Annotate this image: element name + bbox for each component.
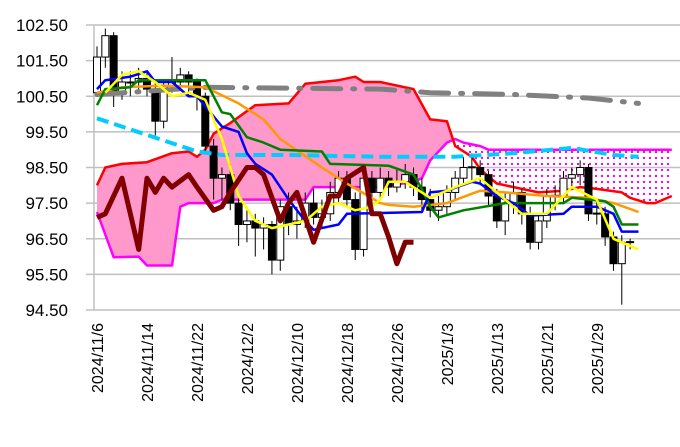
- indicator-line-5: [104, 70, 639, 251]
- candle-body-down: [151, 88, 160, 122]
- candle: [592, 199, 601, 225]
- candle: [376, 167, 385, 200]
- candle-body-up: [617, 241, 626, 265]
- candle-body-up: [592, 212, 601, 215]
- candle: [101, 28, 110, 68]
- y-axis: 94.50 95.50 96.50 97.50 98.50 99.50 100.50 101.…: [16, 16, 95, 320]
- candle: [567, 167, 576, 189]
- candle-body-down: [201, 95, 210, 147]
- x-tick-label: 2024/11/6: [90, 323, 107, 393]
- y-tick-label: 101.50: [16, 52, 68, 71]
- indicator-lines: [94, 70, 641, 267]
- candle: [242, 210, 251, 243]
- indicator-line-6: [96, 165, 414, 267]
- y-tick-label: 102.50: [16, 16, 68, 35]
- x-axis: 2024/11/6 2024/11/14 2024/11/22 2024/12/2 20…: [90, 323, 607, 403]
- candle-body-down: [234, 202, 243, 225]
- candle-body-up: [101, 35, 110, 58]
- candle: [309, 188, 318, 225]
- candle: [267, 220, 276, 275]
- candle-body-up: [276, 206, 285, 261]
- candle-body-down: [267, 224, 276, 261]
- candle-body-up: [542, 195, 551, 222]
- candle-body-up: [217, 174, 226, 179]
- y-tick-label: 97.50: [25, 194, 68, 213]
- candle: [617, 235, 626, 305]
- span-b-line: [95, 137, 672, 267]
- x-tick-label: 2024/12/18: [340, 323, 357, 403]
- candle-body-up: [434, 206, 443, 211]
- candle-body-up: [376, 177, 385, 193]
- candle-body-down: [351, 199, 360, 250]
- y-tick-label: 98.50: [25, 159, 68, 178]
- candle: [467, 153, 476, 182]
- candle-body-down: [584, 167, 593, 215]
- candle: [626, 238, 635, 250]
- candle: [209, 139, 218, 200]
- y-tick-label: 96.50: [25, 230, 68, 249]
- indicator-line-1: [96, 116, 639, 159]
- x-tick-label: 2025/1/13: [490, 323, 507, 394]
- candle: [459, 156, 468, 186]
- candle-body-up: [626, 241, 635, 244]
- x-tick-label: 2025/1/29: [590, 323, 607, 394]
- candle: [234, 196, 243, 246]
- candle-body-up: [126, 81, 135, 84]
- y-tick-label: 94.50: [25, 301, 68, 320]
- x-tick-label: 2024/12/2: [240, 323, 257, 394]
- y-tick-label: 99.50: [25, 123, 68, 142]
- candle-body-down: [476, 167, 485, 176]
- candle: [534, 213, 543, 250]
- x-tick-label: 2024/12/26: [390, 323, 407, 403]
- candle: [576, 160, 585, 186]
- y-tick-label: 95.50: [25, 265, 68, 284]
- candle-body-up: [501, 202, 510, 222]
- x-tick-label: 2024/12/10: [290, 323, 307, 403]
- candle-body-up: [176, 74, 185, 83]
- candle-body-up: [567, 174, 576, 179]
- candle-body-up: [534, 220, 543, 243]
- x-tick-label: 2025/1/21: [540, 323, 557, 394]
- candle-body-down: [526, 213, 535, 243]
- candle-body-up: [242, 220, 251, 225]
- candle: [476, 160, 485, 186]
- candle-body-up: [576, 167, 585, 176]
- candle-body-down: [184, 74, 193, 83]
- candle-body-up: [442, 191, 451, 208]
- candle: [351, 192, 360, 261]
- x-tick-label: 2024/11/22: [190, 323, 207, 402]
- cloud-bullish-area: [97, 76, 454, 266]
- x-tick-label: 2024/11/14: [140, 323, 157, 402]
- y-tick-label: 100.50: [16, 87, 68, 106]
- candle-body-down: [492, 195, 501, 222]
- candle: [584, 163, 593, 221]
- indicator-line-4: [96, 70, 639, 233]
- candle-body-down: [209, 145, 218, 179]
- candle-body-up: [467, 166, 476, 169]
- candle-body-down: [142, 77, 151, 90]
- candle: [276, 199, 285, 271]
- indicator-line-2: [96, 84, 639, 214]
- x-tick-label: 2025/1/3: [440, 323, 457, 385]
- candle: [217, 167, 226, 200]
- candle-body-up: [459, 167, 468, 179]
- indicator-line-3: [95, 78, 639, 226]
